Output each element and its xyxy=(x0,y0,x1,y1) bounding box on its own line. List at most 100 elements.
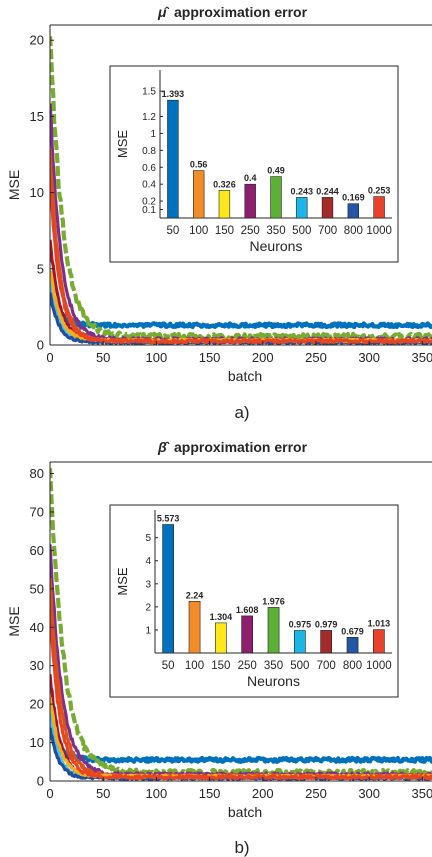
x-tick-label: 100 xyxy=(146,350,168,365)
inset-y-tick-label: 5 xyxy=(145,533,151,544)
inset-y-tick-label: 0.2 xyxy=(142,197,156,208)
y-tick-label: 10 xyxy=(30,735,44,750)
inset-x-tick-label: 500 xyxy=(290,660,309,672)
inset-bar-value-label: 1.976 xyxy=(262,596,285,606)
y-tick-label: 5 xyxy=(37,261,44,276)
series-line xyxy=(50,36,432,342)
x-tick-label: 350 xyxy=(412,786,432,801)
inset-bar-value-label: 1.013 xyxy=(368,619,391,629)
inset-bar-value-label: 0.979 xyxy=(315,619,338,629)
x-tick-label: 300 xyxy=(358,786,380,801)
panel-b-title: approximation error xyxy=(174,439,308,455)
y-tick-label: 50 xyxy=(30,581,44,596)
inset-bar xyxy=(372,629,385,654)
inset-y-tick-label: 4 xyxy=(145,556,151,567)
panel-b: β̂ approximation error 01020304050607080… xyxy=(6,439,432,857)
y-tick-label: 60 xyxy=(30,543,44,558)
x-axis-label: batch xyxy=(228,368,262,384)
inset-x-tick-label: 1000 xyxy=(366,225,392,237)
y-axis-label: MSE xyxy=(6,170,22,200)
y-tick-label: 70 xyxy=(30,504,44,519)
inset-y-tick-label: 3 xyxy=(145,579,151,590)
inset-x-tick-label: 500 xyxy=(292,225,311,237)
y-tick-label: 40 xyxy=(30,620,44,635)
inset-bar-value-label: 0.169 xyxy=(342,193,365,203)
inset-x-tick-label: 350 xyxy=(264,660,283,672)
inset-y-axis-label: MSE xyxy=(115,130,130,159)
y-tick-label: 80 xyxy=(30,466,44,481)
inset-bar xyxy=(347,203,359,219)
inset-x-tick-label: 700 xyxy=(318,225,337,237)
y-tick-label: 15 xyxy=(30,109,44,124)
x-tick-label: 100 xyxy=(146,786,168,801)
x-axis-label: batch xyxy=(228,804,262,820)
inset-x-tick-label: 50 xyxy=(166,225,179,237)
inset-y-tick-label: 1 xyxy=(150,129,156,140)
x-tick-label: 150 xyxy=(199,786,221,801)
inset-bar-value-label: 0.49 xyxy=(267,166,285,176)
panel-a-title: approximation error xyxy=(174,4,308,20)
inset-bar xyxy=(373,196,385,219)
x-tick-label: 0 xyxy=(46,350,53,365)
y-tick-label: 20 xyxy=(30,33,44,48)
inset-x-tick-label: 50 xyxy=(162,660,175,672)
inset-x-axis-label: Neurons xyxy=(250,238,303,254)
x-tick-label: 50 xyxy=(96,350,110,365)
y-tick-label: 20 xyxy=(30,697,44,712)
inset-y-tick-label: 0.6 xyxy=(142,163,156,174)
inset-bar-value-label: 1.393 xyxy=(162,89,185,99)
inset-bar xyxy=(241,615,254,654)
inset-x-tick-label: 150 xyxy=(215,225,234,237)
inset-y-tick-label: 1 xyxy=(145,625,151,636)
x-tick-label: 250 xyxy=(305,786,327,801)
x-tick-label: 200 xyxy=(252,786,274,801)
inset-bar xyxy=(193,170,205,219)
x-tick-label: 0 xyxy=(46,786,53,801)
x-tick-label: 200 xyxy=(252,350,274,365)
inset-bar xyxy=(188,600,201,654)
y-tick-label: 10 xyxy=(30,185,44,200)
inset-bar-value-label: 0.326 xyxy=(213,179,236,189)
series-line xyxy=(50,299,432,330)
inset-x-tick-label: 700 xyxy=(317,660,336,672)
inset-x-axis-label: Neurons xyxy=(247,673,300,689)
inset-bar xyxy=(215,622,227,654)
panel-b-label: b) xyxy=(234,838,249,857)
inset-bar xyxy=(293,630,306,654)
inset-y-tick-label: 1.5 xyxy=(142,87,156,98)
inset-bar xyxy=(218,190,231,219)
panel-b-title-symbol: β̂ xyxy=(157,439,170,455)
x-tick-label: 300 xyxy=(358,350,380,365)
inset-bar-value-label: 0.56 xyxy=(190,160,208,170)
inset-y-tick-label: 1.2 xyxy=(142,112,156,123)
inset-bar-value-label: 2.24 xyxy=(186,590,204,600)
inset-bar xyxy=(346,636,359,654)
inset-bar xyxy=(244,183,256,219)
inset-x-tick-label: 250 xyxy=(241,225,260,237)
panel-b-inset-bar-chart: 1 2 3 4 5 5.573 50 2.24 100 1.304 150 1.608 250 1.976… xyxy=(109,504,399,698)
inset-bar xyxy=(162,524,175,654)
inset-bar xyxy=(296,197,308,219)
inset-x-tick-label: 150 xyxy=(211,660,230,672)
inset-y-tick-label: 2 xyxy=(145,602,151,613)
panel-a-label: a) xyxy=(234,403,249,422)
y-axis-label: MSE xyxy=(6,606,22,636)
inset-bar-value-label: 0.243 xyxy=(291,186,314,196)
inset-bar-value-label: 0.975 xyxy=(289,620,312,630)
inset-x-tick-label: 100 xyxy=(189,225,208,237)
inset-x-tick-label: 800 xyxy=(343,660,362,672)
x-tick-label: 250 xyxy=(305,350,327,365)
inset-bar xyxy=(267,607,280,654)
inset-bar-value-label: 1.608 xyxy=(236,605,259,615)
y-tick-label: 0 xyxy=(37,774,44,789)
x-tick-label: 50 xyxy=(96,786,110,801)
x-tick-label: 150 xyxy=(199,350,221,365)
inset-bar-value-label: 5.573 xyxy=(157,513,180,523)
inset-x-tick-label: 250 xyxy=(238,660,257,672)
inset-bar-value-label: 1.304 xyxy=(210,612,233,622)
inset-frame xyxy=(109,504,399,698)
